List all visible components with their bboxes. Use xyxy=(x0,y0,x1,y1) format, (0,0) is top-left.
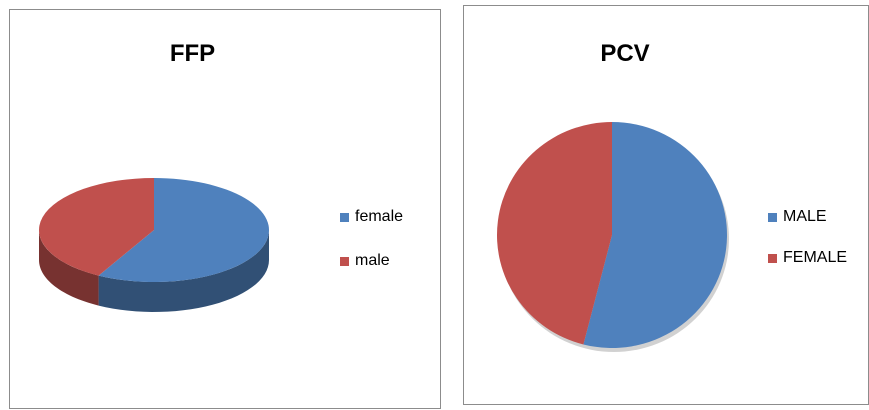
legend-swatch-male xyxy=(340,256,349,266)
ffp-slice-side-female xyxy=(98,230,269,312)
pcv-slice-MALE xyxy=(583,122,727,348)
pcv-chart-panel: PCV MALE FEMALE xyxy=(463,5,869,405)
ffp-pie-chart xyxy=(39,178,270,312)
chart-title: PCV xyxy=(600,40,650,67)
legend-label-female: female xyxy=(355,208,404,225)
legend-swatch-male xyxy=(768,212,777,222)
pcv-pie-chart xyxy=(497,122,729,352)
legend-item-male: male xyxy=(340,252,390,270)
legend-label-male: MALE xyxy=(783,208,827,225)
legend-item-female: FEMALE xyxy=(768,249,847,267)
legend-item-male: MALE xyxy=(768,208,827,226)
ffp-chart-panel: FFP female male xyxy=(9,9,441,409)
chart-title: FFP xyxy=(169,40,216,67)
ffp-slice-female xyxy=(98,178,270,282)
legend-swatch-female xyxy=(768,253,777,263)
ffp-slice-side-male xyxy=(39,230,99,306)
ffp-slice-male xyxy=(39,178,154,276)
legend-swatch-female xyxy=(340,212,349,222)
pcv-slice-FEMALE xyxy=(497,122,612,345)
legend-label-male: male xyxy=(355,252,390,269)
legend-label-female: FEMALE xyxy=(783,249,848,266)
legend-item-female: female xyxy=(340,208,403,226)
